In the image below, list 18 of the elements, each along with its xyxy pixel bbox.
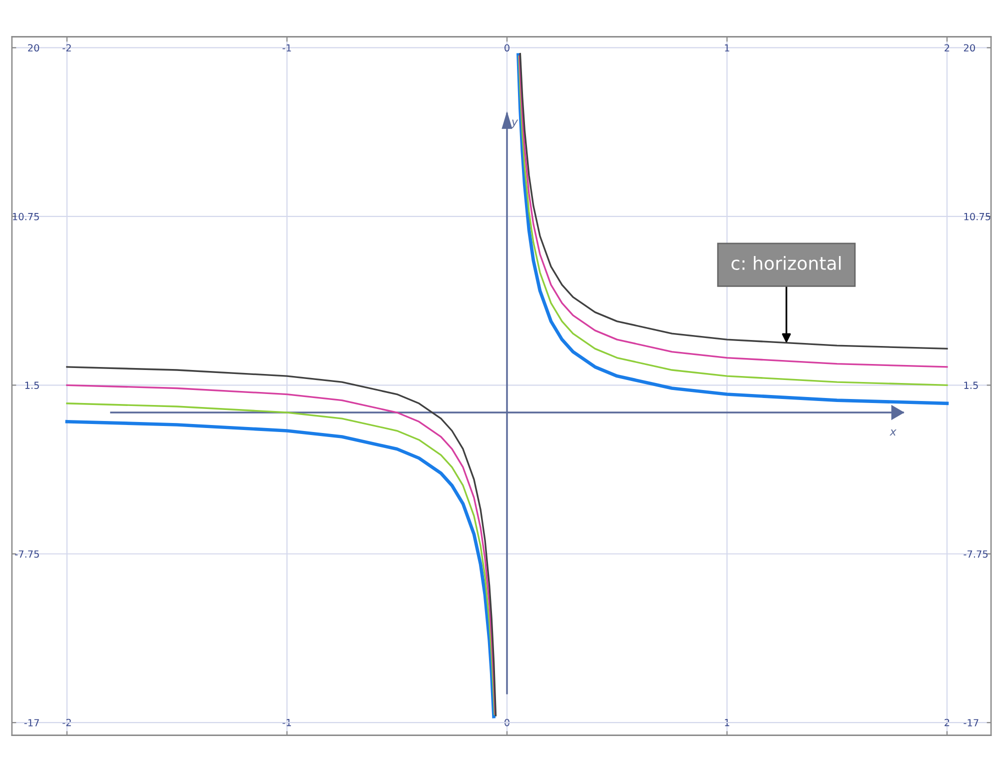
ref-line-label: x bbox=[890, 429, 897, 436]
y-tick-label: -17 bbox=[24, 719, 39, 726]
x2-tick-label: 1 bbox=[724, 44, 730, 52]
y2-tick-label: -17 bbox=[964, 719, 978, 726]
x2-tick-label: 0 bbox=[504, 44, 510, 52]
y-tick-label: 10.75 bbox=[12, 212, 39, 220]
y2-tick-label: 20 bbox=[964, 44, 975, 52]
annotation: c: horizontal bbox=[732, 256, 841, 270]
x2-tick-label: -2 bbox=[62, 44, 71, 52]
y2-tick-label: 10.75 bbox=[964, 212, 990, 220]
y2-tick-label: -7.75 bbox=[964, 550, 988, 558]
y-tick-label: 1.5 bbox=[25, 382, 39, 389]
y-tick-label: -7.75 bbox=[15, 550, 39, 558]
x2-tick-label: -1 bbox=[282, 44, 291, 52]
y2-tick-label: 1.5 bbox=[964, 382, 978, 389]
x2-tick-label: 2 bbox=[944, 44, 950, 52]
ref-line-label: y bbox=[511, 120, 518, 128]
y-tick-label: 20 bbox=[28, 44, 40, 52]
